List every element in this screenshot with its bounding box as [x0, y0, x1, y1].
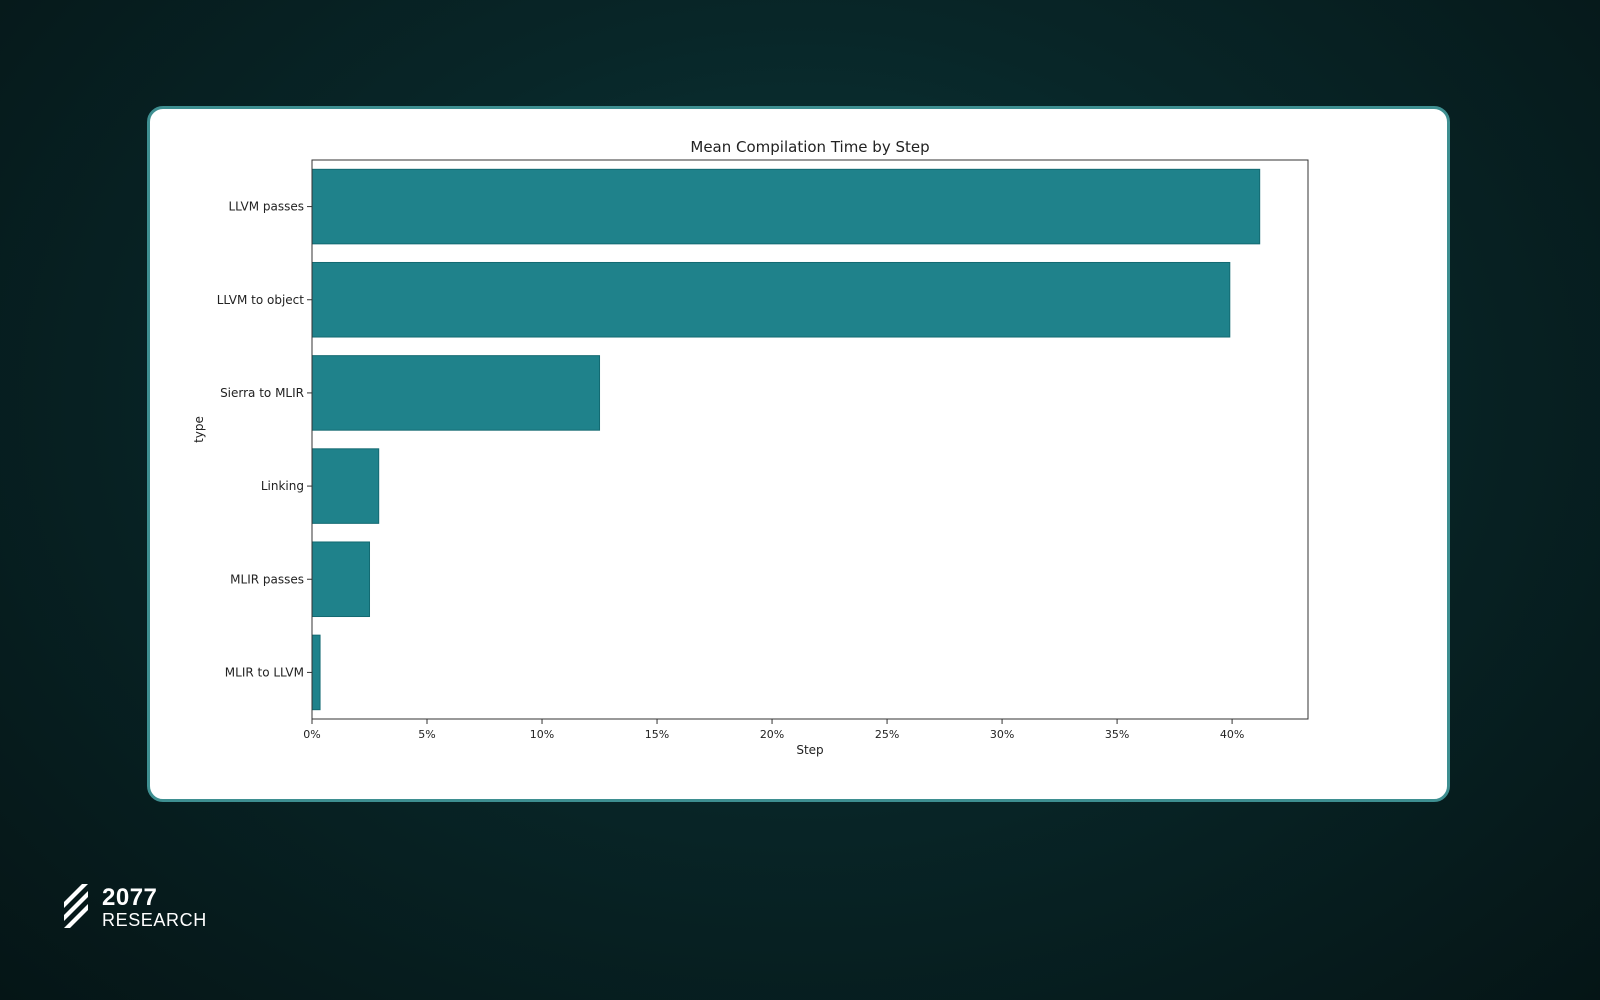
- bar-linking: [311, 448, 380, 524]
- x-tick-label: 25%: [875, 728, 899, 741]
- y-tick-label: Sierra to MLIR: [220, 386, 304, 400]
- bar-chart: Mean Compilation Time by Step Step type …: [192, 138, 1309, 757]
- y-tick-label: MLIR passes: [230, 572, 304, 586]
- y-tick-label: LLVM to object: [217, 293, 305, 307]
- stripes-logo-icon: [64, 884, 88, 928]
- x-tick-label: 40%: [1220, 728, 1244, 741]
- bar-mlir-passes: [311, 541, 371, 618]
- chart-title: Mean Compilation Time by Step: [690, 138, 929, 156]
- x-tick-label: 5%: [418, 728, 435, 741]
- chart-card: Mean Compilation Time by Step Step type …: [147, 106, 1450, 802]
- plot-frame: [311, 159, 1309, 720]
- x-tick-label: 35%: [1105, 728, 1129, 741]
- bar-mlir-to-llvm: [311, 634, 321, 711]
- x-tick-label: 20%: [760, 728, 784, 741]
- bars-group: [311, 168, 1261, 711]
- x-tick-label: 10%: [530, 728, 554, 741]
- y-axis-label: type: [192, 416, 206, 443]
- x-tick-label: 15%: [645, 728, 669, 741]
- y-tick-label: Linking: [261, 479, 304, 493]
- x-tick-label: 30%: [990, 728, 1014, 741]
- y-tick-label: LLVM passes: [228, 200, 304, 214]
- bar-llvm-passes: [311, 168, 1261, 245]
- logo-number: 2077: [102, 884, 158, 911]
- y-tick-label: MLIR to LLVM: [225, 665, 304, 679]
- x-axis-ticks: 0% 5% 10% 15% 20% 25% 30% 35% 40%: [303, 719, 1244, 741]
- bar-sierra-to-mlir: [311, 355, 601, 431]
- y-axis-ticks: LLVM passes LLVM to object Sierra to MLIR L…: [217, 200, 312, 679]
- brand-logo: 2077 RESEARCH: [62, 884, 242, 936]
- x-tick-label: 0%: [303, 728, 320, 741]
- x-axis-label: Step: [796, 743, 823, 757]
- bar-llvm-to-object: [311, 261, 1231, 338]
- logo-subtitle: RESEARCH: [102, 910, 207, 930]
